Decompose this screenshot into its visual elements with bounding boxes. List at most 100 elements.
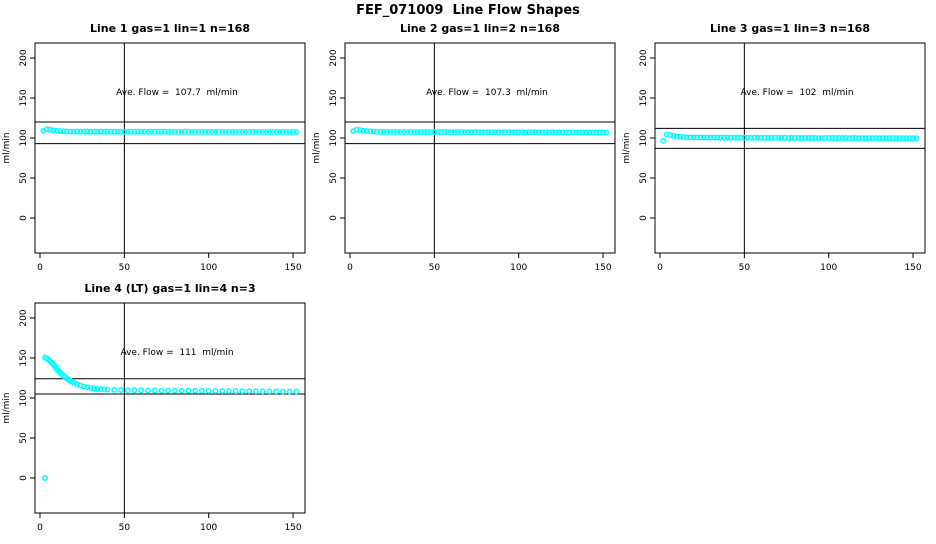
data-point (879, 135, 886, 142)
subplot-title: Line 2 gas=1 lin=2 n=168 (400, 22, 560, 35)
y-tick-label: 100 (329, 129, 339, 146)
data-point (815, 135, 822, 141)
data-point (172, 128, 178, 135)
data-point (421, 129, 428, 136)
data-point (279, 388, 286, 395)
data-point (219, 128, 226, 135)
data-point (798, 135, 805, 141)
data-point (808, 135, 815, 141)
data-point (360, 127, 367, 134)
data-point (512, 129, 519, 136)
y-axis-title: ml/min (622, 132, 632, 163)
data-point (219, 388, 226, 394)
x-tick-label: 150 (284, 263, 301, 273)
subplot-line-2: 0 50 100 150 200 0 50 100 150 ml/min Line 2 gas=1 … (310, 18, 622, 280)
data-point (138, 128, 145, 135)
page-title: FEF_071009 Line Flow Shapes (356, 3, 580, 18)
data-point (57, 128, 64, 135)
data-point (263, 129, 270, 135)
data-point (182, 128, 189, 135)
data-point (411, 129, 418, 136)
data-point (721, 134, 728, 141)
data-point (77, 128, 84, 135)
data-point (249, 129, 256, 135)
data-point (199, 387, 205, 394)
data-point (128, 128, 135, 135)
data-point (259, 388, 266, 395)
data-point (101, 128, 108, 135)
subplot-line-3: 0 50 100 150 200 0 50 100 150 ml/min Line 3 gas=1 … (620, 18, 932, 280)
data-point (104, 128, 111, 135)
data-point (91, 128, 97, 135)
data-point (707, 134, 714, 141)
data-point (212, 388, 219, 394)
data-point (771, 134, 778, 141)
data-point (717, 134, 724, 141)
data-point (492, 129, 499, 136)
y-tick-label: 100 (639, 129, 649, 146)
data-point (704, 134, 711, 141)
data-point (852, 135, 859, 141)
data-point (256, 129, 263, 136)
y-axis-title: ml/min (312, 132, 322, 163)
subplot-line-3-canvas: 0 50 100 150 200 0 50 100 150 ml/min Line 3 gas=1 … (622, 22, 926, 273)
data-point (444, 129, 451, 136)
data-point (714, 134, 721, 141)
y-tick-label: 200 (329, 49, 339, 66)
data-point (290, 129, 296, 135)
data-point (195, 128, 202, 135)
data-point (768, 134, 775, 141)
data-point (236, 129, 243, 135)
data-point (394, 128, 401, 135)
data-point (273, 388, 280, 395)
x-tick-label: 100 (200, 523, 217, 533)
data-point (758, 134, 765, 141)
y-tick-label: 0 (329, 215, 339, 221)
data-point (738, 134, 744, 141)
data-point (579, 129, 586, 136)
data-point (667, 132, 674, 139)
x-tick-label: 100 (510, 263, 527, 273)
data-point (428, 129, 434, 136)
data-point (788, 134, 795, 141)
data-point (124, 387, 131, 394)
ave-flow-annotation: Ave. Flow = 107.7 ml/min (116, 88, 238, 98)
data-point (761, 134, 768, 141)
data-point (485, 129, 492, 136)
data-point (158, 387, 165, 394)
y-tick-label: 150 (639, 89, 649, 106)
data-point (124, 128, 131, 135)
data-point (205, 387, 212, 394)
data-point (805, 135, 812, 141)
data-point (559, 129, 566, 136)
data-point (97, 386, 104, 393)
plot-box (344, 42, 616, 254)
data-point (775, 134, 782, 141)
data-point (259, 128, 266, 135)
data-point (795, 134, 802, 141)
data-point (741, 134, 748, 141)
data-point (468, 129, 475, 136)
data-point (886, 135, 893, 142)
data-point (161, 128, 168, 135)
data-point (239, 128, 246, 135)
data-point (387, 129, 394, 136)
data-point (690, 134, 697, 141)
data-point (546, 129, 553, 136)
subplot-title: Line 4 (LT) gas=1 lin=4 n=3 (84, 282, 255, 295)
data-point (172, 387, 178, 394)
data-point (589, 129, 596, 136)
data-point (64, 128, 70, 135)
data-point (269, 128, 276, 135)
y-tick-label: 50 (639, 172, 649, 184)
data-point (748, 134, 755, 141)
data-point (138, 387, 145, 394)
plot-box (34, 302, 306, 514)
data-point (829, 135, 836, 141)
data-point (148, 128, 155, 135)
data-point (239, 388, 246, 395)
data-point (225, 129, 232, 135)
x-tick-label: 0 (37, 523, 43, 533)
data-point (266, 129, 273, 136)
data-point (724, 134, 731, 141)
